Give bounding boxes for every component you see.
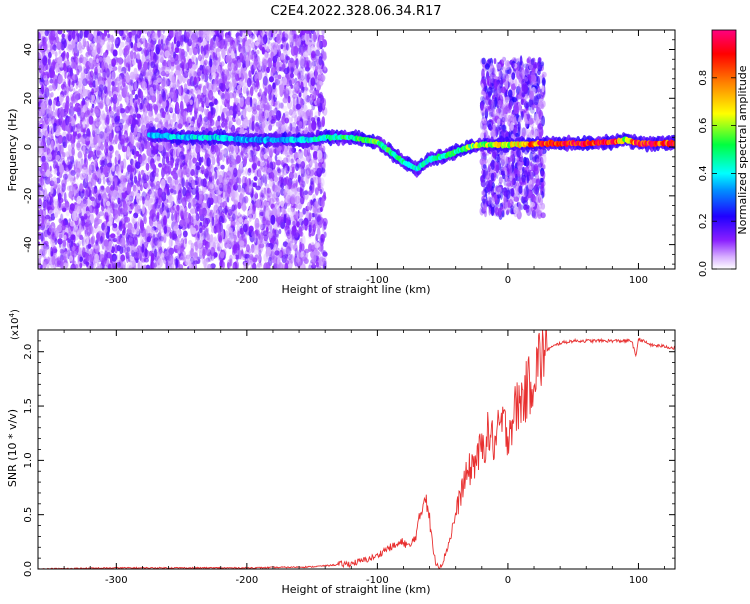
heatmap-cell xyxy=(105,186,111,194)
heatmap-cell xyxy=(251,120,255,132)
figure-title: C2E4.2022.328.06.34.R17 xyxy=(270,4,441,19)
heatmap-cell xyxy=(303,78,307,87)
heatmap-cell xyxy=(195,185,199,194)
heatmap-cell xyxy=(68,218,72,223)
heatmap-cell xyxy=(68,79,71,87)
heatmap-cell xyxy=(222,191,226,199)
heatmap-cell xyxy=(223,148,229,158)
heatmap-cell xyxy=(293,172,298,179)
heatmap-cell xyxy=(286,66,290,74)
heatmap-cell xyxy=(170,195,174,207)
heatmap-cell xyxy=(91,235,96,245)
heatmap-cell xyxy=(217,115,221,122)
heatmap-cell xyxy=(124,216,131,223)
heatmap-cell xyxy=(66,151,69,158)
heatmap-cell xyxy=(284,152,291,158)
heatmap-cell xyxy=(141,35,145,42)
heatmap-cell xyxy=(118,252,122,261)
heatmap-cell xyxy=(282,105,288,112)
heatmap-cell xyxy=(250,41,256,49)
heatmap-cell xyxy=(93,228,98,234)
heatmap-cell xyxy=(136,52,140,60)
heatmap-cell xyxy=(75,133,80,140)
heatmap-cell xyxy=(122,260,126,269)
heatmap-cell xyxy=(290,89,295,100)
heatmap-cell xyxy=(220,164,225,170)
heatmap-cell xyxy=(258,254,262,264)
heatmap-cell xyxy=(208,163,214,174)
heatmap-cell xyxy=(213,79,217,86)
heatmap-cell xyxy=(275,93,278,98)
heatmap-cell xyxy=(119,41,125,48)
heatmap-cell xyxy=(237,184,242,193)
heatmap-cell xyxy=(225,243,231,249)
heatmap-cell xyxy=(118,46,123,57)
spectrogram-heatmap xyxy=(38,30,675,269)
heatmap-cell xyxy=(308,158,313,168)
heatmap-cell xyxy=(229,258,233,267)
heatmap-cell xyxy=(175,183,180,192)
heatmap-cell xyxy=(245,167,248,177)
heatmap-cell xyxy=(120,254,126,262)
heatmap-cell xyxy=(313,150,318,161)
heatmap-cell xyxy=(54,78,58,90)
heatmap-cell xyxy=(292,241,297,249)
heatmap-cell xyxy=(290,116,294,122)
heatmap-cell xyxy=(234,49,238,59)
heatmap-cell xyxy=(287,207,291,213)
heatmap-cell xyxy=(50,92,54,98)
heatmap-cell xyxy=(54,51,58,58)
heatmap-cell xyxy=(172,112,177,123)
heatmap-cell xyxy=(232,254,236,260)
heatmap-cell xyxy=(56,83,61,91)
heatmap-cell xyxy=(48,93,52,100)
heatmap-cell xyxy=(290,158,294,164)
heatmap-cell xyxy=(201,100,205,108)
heatmap-cell xyxy=(99,114,103,125)
heatmap-cell xyxy=(289,41,294,48)
heatmap-cell xyxy=(156,220,162,231)
heatmap-noise-region-0 xyxy=(38,30,328,269)
heatmap-cell xyxy=(195,43,199,49)
heatmap-cell xyxy=(293,100,297,109)
